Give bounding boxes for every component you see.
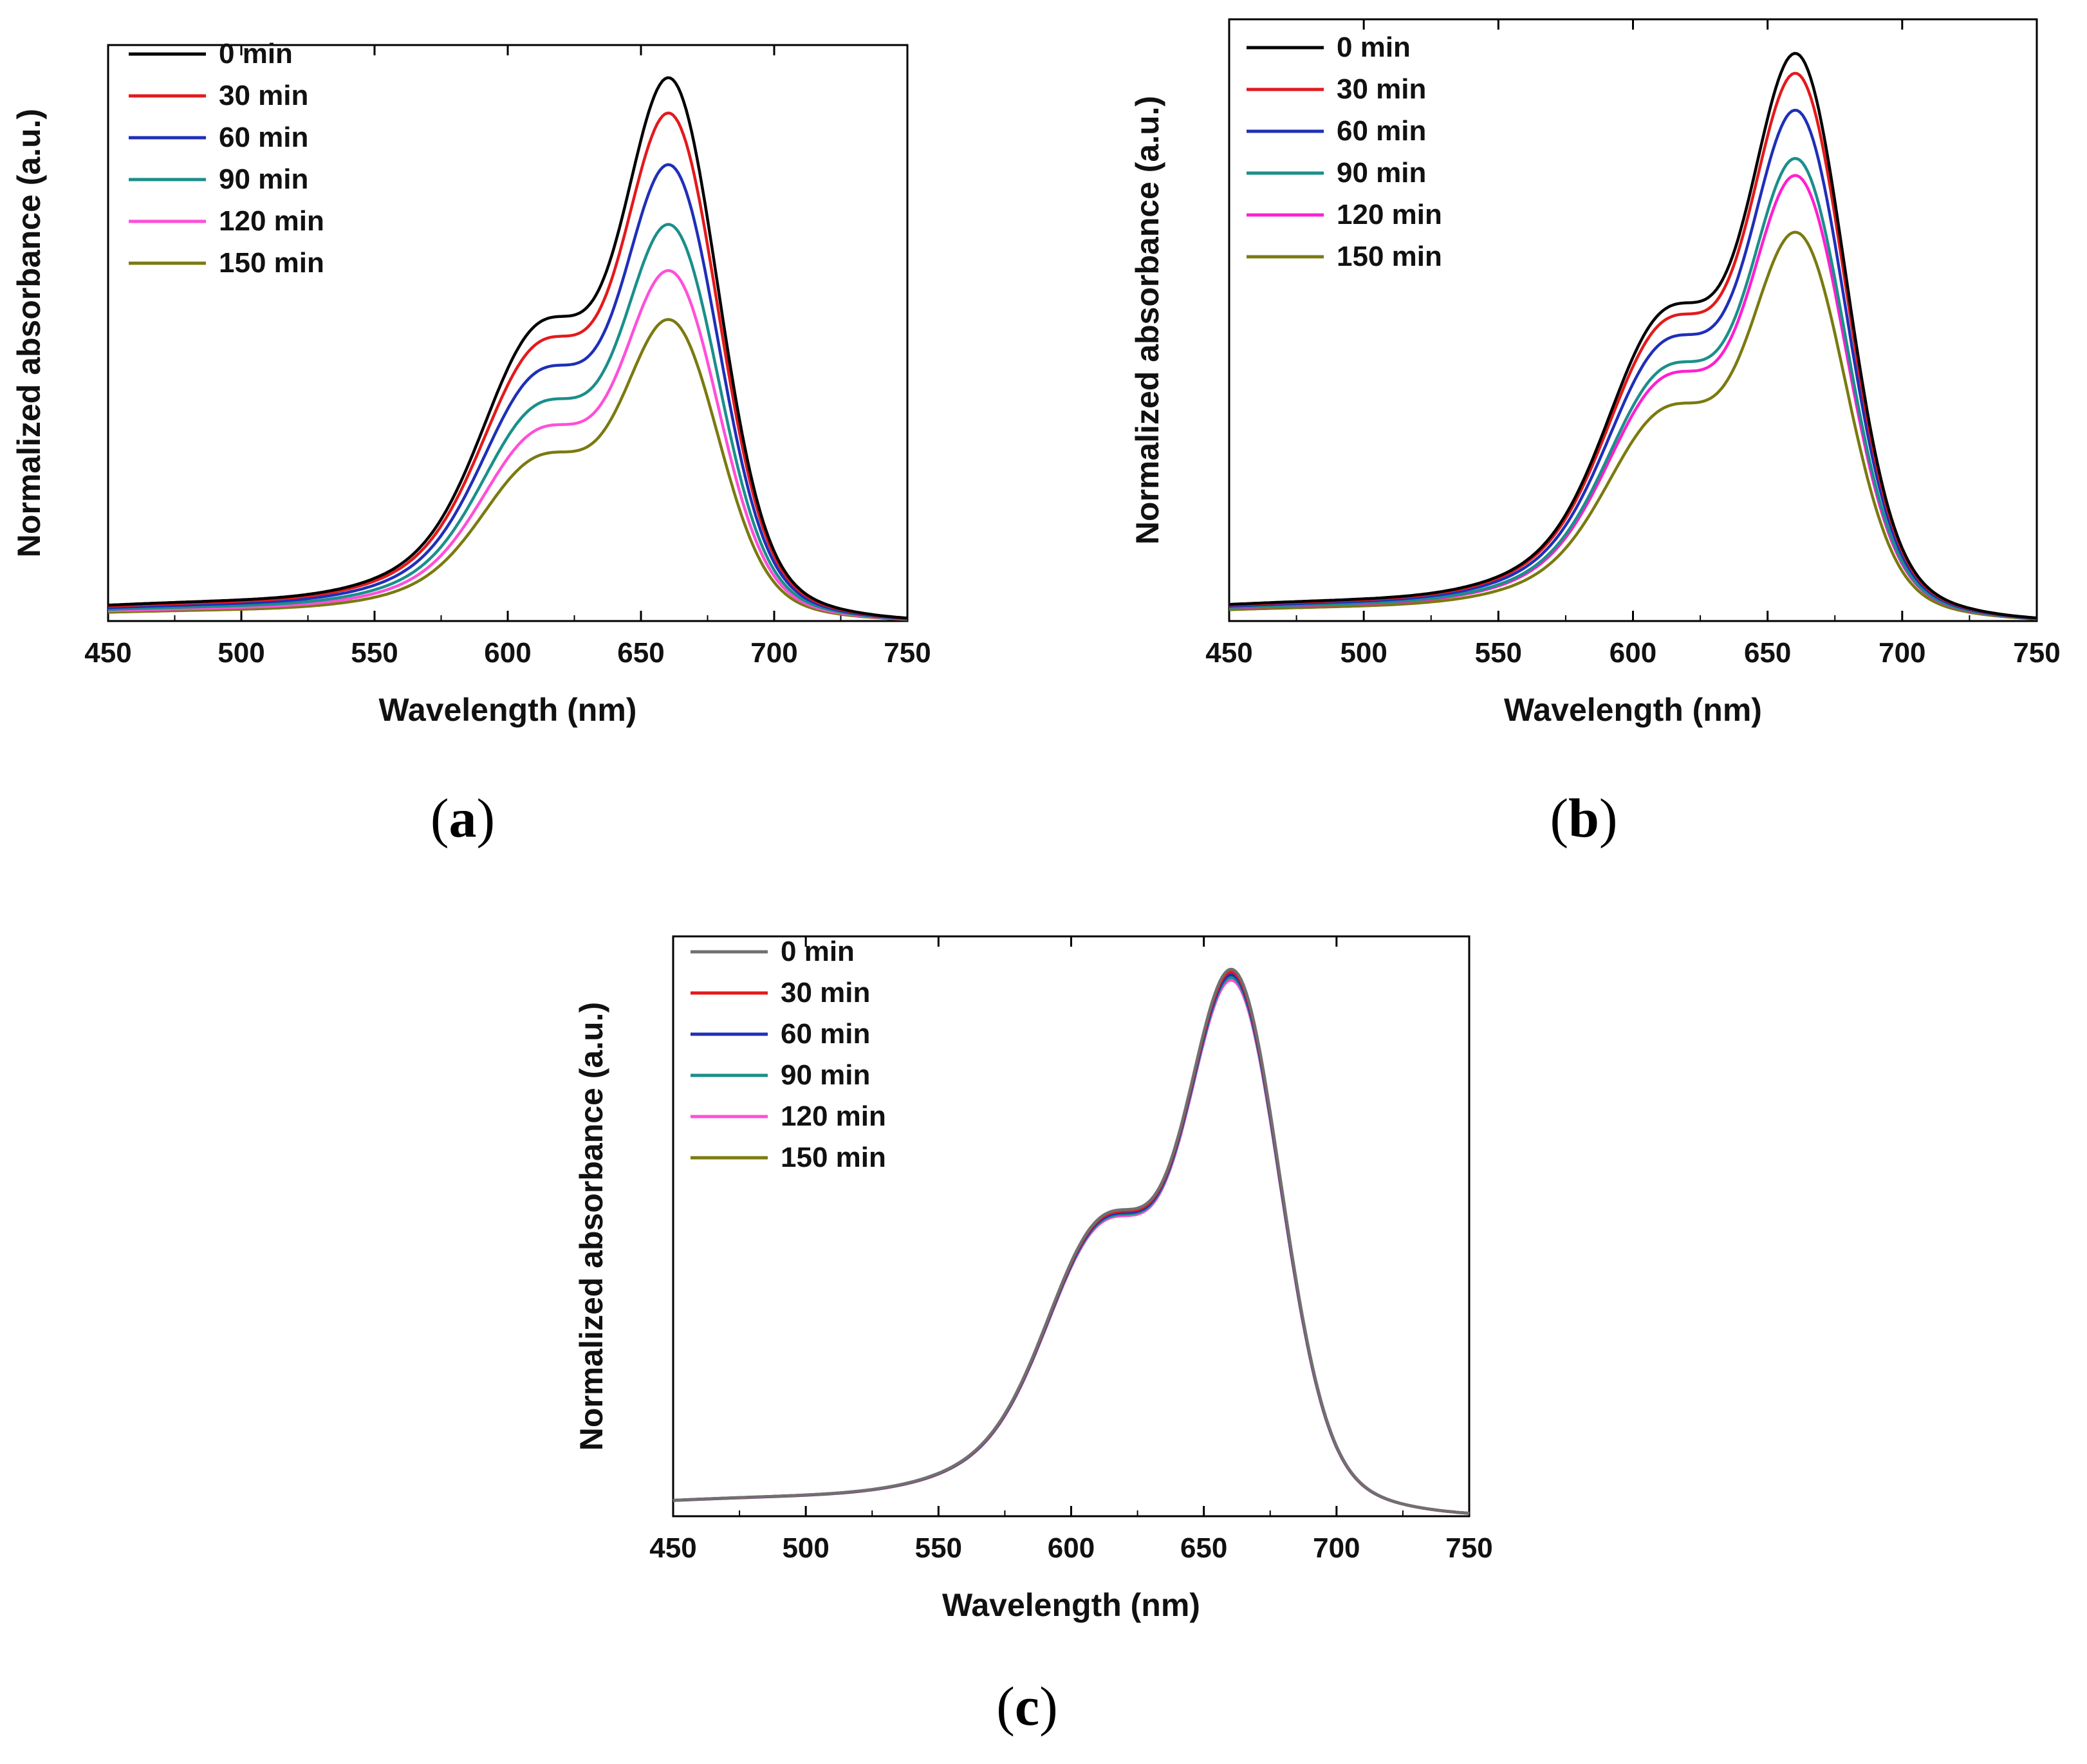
x-tick-label: 650 bbox=[1744, 637, 1791, 669]
y-axis-title: Normalized absorbance (a.u.) bbox=[573, 1002, 609, 1451]
series-line-0-min bbox=[672, 967, 1470, 1515]
x-tick-label: 500 bbox=[782, 1532, 829, 1564]
series-line-60-min bbox=[1229, 108, 2037, 620]
x-tick-label: 450 bbox=[1205, 637, 1252, 669]
legend-label: 60 min bbox=[1337, 115, 1426, 147]
caption-c: (c) bbox=[996, 1675, 1057, 1737]
x-axis-title: Wavelength (nm) bbox=[942, 1587, 1200, 1623]
x-tick-label: 600 bbox=[484, 637, 531, 669]
x-axis-title: Wavelength (nm) bbox=[379, 692, 637, 728]
x-tick-label: 700 bbox=[750, 637, 797, 669]
x-tick-label: 750 bbox=[884, 637, 931, 669]
legend-label: 150 min bbox=[1337, 241, 1442, 272]
x-tick-label: 750 bbox=[1445, 1532, 1492, 1564]
x-tick-label: 650 bbox=[1180, 1532, 1227, 1564]
x-tick-label: 550 bbox=[915, 1532, 962, 1564]
caption-a: (a) bbox=[431, 787, 495, 849]
y-axis-title: Normalized absorbance (a.u.) bbox=[11, 109, 47, 557]
plot-frame bbox=[1228, 18, 2038, 622]
series-line-60-min bbox=[107, 163, 908, 620]
series-line-120-min bbox=[107, 269, 908, 621]
series-line-30-min bbox=[1229, 71, 2037, 620]
x-tick-label: 600 bbox=[1048, 1532, 1095, 1564]
x-tick-label: 700 bbox=[1313, 1532, 1360, 1564]
series-line-90-min bbox=[1229, 156, 2037, 620]
legend-label: 30 min bbox=[1337, 73, 1426, 105]
panel-c: 450 500 550 600 650 700 750 Wavelength (nm) Norm… bbox=[573, 935, 1493, 1623]
panel-b: 450 500 550 600 650 700 750 Wavelength (nm) Norm… bbox=[1129, 18, 2061, 728]
x-tick-label: 450 bbox=[84, 637, 131, 669]
series-line-0-min bbox=[1229, 51, 2037, 620]
legend-label: 30 min bbox=[219, 80, 308, 111]
legend-label: 0 min bbox=[219, 38, 293, 70]
x-tick-label: 450 bbox=[649, 1532, 696, 1564]
x-axis-title: Wavelength (nm) bbox=[1504, 692, 1762, 728]
caption-b: (b) bbox=[1550, 787, 1617, 849]
legend-label: 0 min bbox=[781, 936, 855, 967]
x-tick-label: 600 bbox=[1609, 637, 1656, 669]
x-tick-label: 550 bbox=[1475, 637, 1522, 669]
legend-label: 120 min bbox=[1337, 199, 1442, 230]
legend-label: 60 min bbox=[219, 122, 308, 153]
x-tick-label: 500 bbox=[218, 637, 264, 669]
legend-label: 120 min bbox=[781, 1100, 886, 1132]
series-line-150-min bbox=[1229, 230, 2037, 620]
panel-a: 450 500 550 600 650 700 750 Wavelength (nm) Norm… bbox=[11, 38, 931, 728]
legend-label: 150 min bbox=[219, 247, 324, 279]
series-line-150-min bbox=[107, 318, 908, 621]
legend-label: 90 min bbox=[1337, 157, 1426, 189]
x-tick-label: 750 bbox=[2013, 637, 2060, 669]
x-tick-label: 500 bbox=[1340, 637, 1387, 669]
series-line-150-min bbox=[672, 973, 1470, 1515]
legend-label: 120 min bbox=[219, 205, 324, 237]
series-line-0-min bbox=[107, 76, 908, 620]
y-axis-title: Normalized absorbance (a.u.) bbox=[1129, 96, 1165, 544]
legend-label: 60 min bbox=[781, 1018, 870, 1050]
x-tick-label: 650 bbox=[617, 637, 664, 669]
legend-label: 0 min bbox=[1337, 32, 1411, 63]
legend-label: 30 min bbox=[781, 977, 870, 1008]
series-line-30-min bbox=[672, 970, 1470, 1515]
legend-label: 90 min bbox=[219, 163, 308, 195]
x-tick-label: 700 bbox=[1878, 637, 1925, 669]
series-line-60-min bbox=[672, 973, 1470, 1515]
series-line-90-min bbox=[107, 223, 908, 620]
legend-label: 150 min bbox=[781, 1142, 886, 1173]
series-line-90-min bbox=[672, 976, 1470, 1515]
x-tick-label: 550 bbox=[351, 637, 398, 669]
legend-label: 90 min bbox=[781, 1059, 870, 1091]
